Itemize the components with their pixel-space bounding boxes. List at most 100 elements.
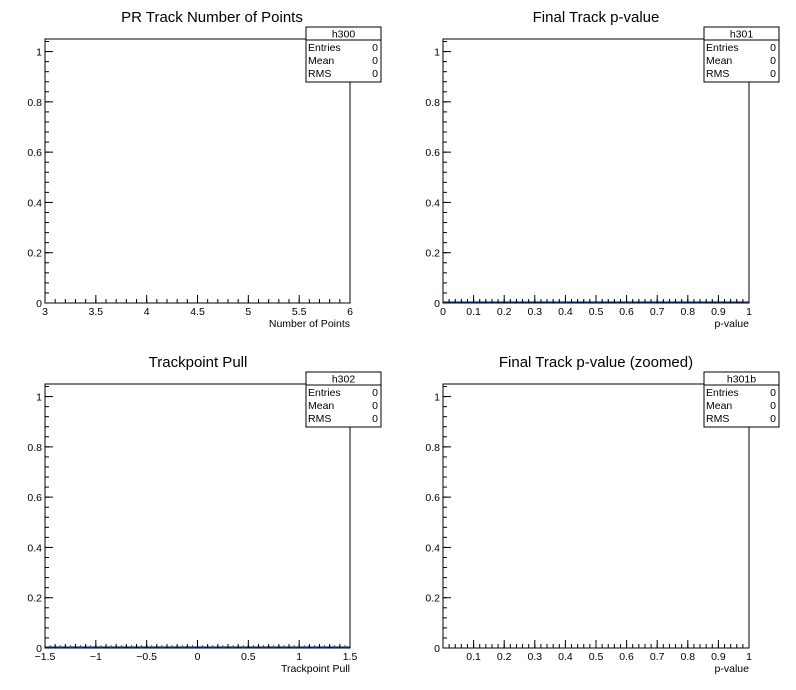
x-tick-label: 0.2 [497,306,512,318]
y-tick-label: 0 [36,643,42,655]
stats-row-value: 0 [770,387,776,399]
x-tick-label: 0.9 [711,651,726,663]
x-tick-label: −0.5 [136,651,157,663]
stats-row-label: Mean [308,55,334,67]
stats-row-value: 0 [770,42,776,54]
stats-box-frame [305,371,382,428]
y-tick-label: 0.2 [27,248,42,260]
x-tick-label: 4 [144,306,150,318]
y-tick-label: 0.8 [425,97,440,109]
y-tick-label: 0 [434,643,440,655]
y-tick-label: 1 [36,47,42,59]
x-tick-label: 0.7 [650,651,665,663]
y-tick-label: 0.6 [425,492,440,504]
chart-title: Final Track p-value (zoomed) [499,354,693,371]
plot-frame [442,38,750,304]
stats-row-value: 0 [770,413,776,425]
x-tick-label: 0.1 [466,651,481,663]
y-tick-label: 0.4 [425,197,440,209]
y-tick-label: 1 [36,392,42,404]
x-tick-label: 6 [347,306,353,318]
stats-row-value: 0 [372,400,378,412]
x-tick-label: 5 [245,306,251,318]
x-tick-label: 0.3 [527,651,542,663]
y-tick-label: 0.8 [27,97,42,109]
x-tick-label: 0.1 [466,306,481,318]
stats-row-label: Mean [706,55,732,67]
x-tick-label: 5.5 [292,306,307,318]
x-axis-title: Number of Points [269,318,350,330]
chart-panel: Final Track p-value (zoomed) 0 0.2 0.4 0.6 0.… [425,354,780,675]
x-tick-label: −1.5 [35,651,56,663]
stats-row-label: Mean [308,400,334,412]
x-tick-label: 0.2 [497,651,512,663]
y-tick-label: 0.8 [425,442,440,454]
stats-row-value: 0 [372,55,378,67]
stats-row-label: RMS [308,68,331,80]
chart-title: Trackpoint Pull [149,354,248,371]
chart-panel: Final Track p-value 0 0.2 0.4 0.6 0.8 1 0 0.1 0.2… [425,9,780,330]
x-tick-label: 0.7 [650,306,665,318]
y-tick-label: 0.4 [27,197,42,209]
y-tick-label: 0.4 [425,542,440,554]
stats-row-label: RMS [706,68,729,80]
y-tick-label: 0.2 [425,248,440,260]
x-tick-label: 0.4 [558,306,573,318]
stats-row-label: Entries [706,42,739,54]
stats-row-value: 0 [372,42,378,54]
stats-box-frame [703,26,780,83]
stats-row-label: Entries [308,387,341,399]
x-axis-title: p-value [715,318,750,330]
stats-box-name: h302 [332,374,356,386]
x-tick-label: 3.5 [89,306,104,318]
x-axis-title: Trackpoint Pull [281,663,350,675]
x-tick-label: 0.8 [680,306,695,318]
x-tick-label: 1 [746,306,752,318]
x-tick-label: 1 [746,651,752,663]
x-tick-label: 4.5 [190,306,205,318]
x-tick-label: 0.4 [558,651,573,663]
chart-title: PR Track Number of Points [121,9,303,26]
stats-row-value: 0 [372,68,378,80]
x-tick-label: 0.3 [527,306,542,318]
x-tick-label: 3 [42,306,48,318]
plot-frame [442,383,750,649]
y-tick-label: 0.6 [27,492,42,504]
stats-box-frame [703,371,780,428]
stats-box-name: h301 [730,29,754,41]
y-tick-label: 0 [36,298,42,310]
y-tick-label: 0 [434,298,440,310]
chart-panel: PR Track Number of Points 0 0.2 0.4 0.6 0.8 1 3… [27,9,382,330]
y-tick-label: 0.4 [27,542,42,554]
plot-frame [44,383,351,649]
x-tick-label: 0.5 [589,651,604,663]
x-tick-label: 1.5 [343,651,358,663]
stats-row-value: 0 [770,68,776,80]
x-tick-label: 1 [296,651,302,663]
x-tick-label: 0.6 [619,306,634,318]
stats-row-value: 0 [770,55,776,67]
stats-box-name: h300 [332,29,356,41]
y-tick-label: 0.2 [425,593,440,605]
x-tick-label: 0.6 [619,651,634,663]
y-tick-label: 0.6 [27,147,42,159]
stats-row-value: 0 [372,413,378,425]
stats-box-name: h301b [727,374,756,386]
x-tick-label: −1 [90,651,102,663]
y-tick-label: 1 [434,392,440,404]
x-tick-label: 0 [195,651,201,663]
y-tick-label: 0.6 [425,147,440,159]
stats-box-frame [305,26,382,83]
chart-panel: Trackpoint Pull 0 0.2 0.4 0.6 0.8 1 −1.5 −1 −0.5 0… [27,354,382,675]
x-tick-label: 0.9 [711,306,726,318]
stats-row-label: Entries [706,387,739,399]
stats-row-value: 0 [770,400,776,412]
plot-frame [44,38,351,304]
x-tick-label: 0 [440,306,446,318]
y-tick-label: 0.2 [27,593,42,605]
